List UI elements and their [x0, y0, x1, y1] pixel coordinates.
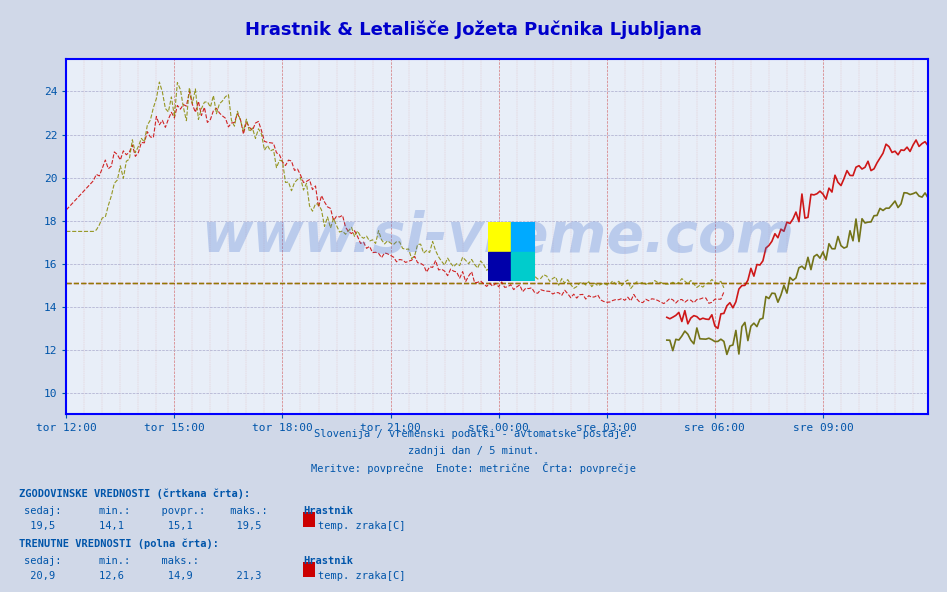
Text: temp. zraka[C]: temp. zraka[C] — [318, 571, 405, 581]
Text: Hrastnik: Hrastnik — [303, 556, 353, 567]
Bar — [488, 252, 511, 281]
Text: ZGODOVINSKE VREDNOSTI (črtkana črta):: ZGODOVINSKE VREDNOSTI (črtkana črta): — [19, 488, 250, 499]
Bar — [488, 222, 511, 252]
Text: temp. zraka[C]: temp. zraka[C] — [318, 521, 405, 531]
Text: www.si-vreme.com: www.si-vreme.com — [201, 210, 794, 264]
Bar — [511, 252, 535, 281]
Text: 19,5       14,1       15,1       19,5: 19,5 14,1 15,1 19,5 — [24, 521, 261, 531]
Text: TRENUTNE VREDNOSTI (polna črta):: TRENUTNE VREDNOSTI (polna črta): — [19, 539, 219, 549]
Text: Slovenija / vremenski podatki - avtomatske postaje.: Slovenija / vremenski podatki - avtomats… — [314, 429, 633, 439]
Text: Hrastnik & Letališče Jožeta Pučnika Ljubljana: Hrastnik & Letališče Jožeta Pučnika Ljub… — [245, 21, 702, 39]
Text: 20,9       12,6       14,9       21,3: 20,9 12,6 14,9 21,3 — [24, 571, 261, 581]
Text: Meritve: povprečne  Enote: metrične  Črta: povprečje: Meritve: povprečne Enote: metrične Črta:… — [311, 462, 636, 474]
Text: sedaj:      min.:     maks.:: sedaj: min.: maks.: — [24, 556, 199, 567]
Text: Hrastnik: Hrastnik — [303, 506, 353, 516]
Bar — [511, 222, 535, 252]
Text: zadnji dan / 5 minut.: zadnji dan / 5 minut. — [408, 446, 539, 456]
Text: sedaj:      min.:     povpr.:    maks.:: sedaj: min.: povpr.: maks.: — [24, 506, 267, 516]
